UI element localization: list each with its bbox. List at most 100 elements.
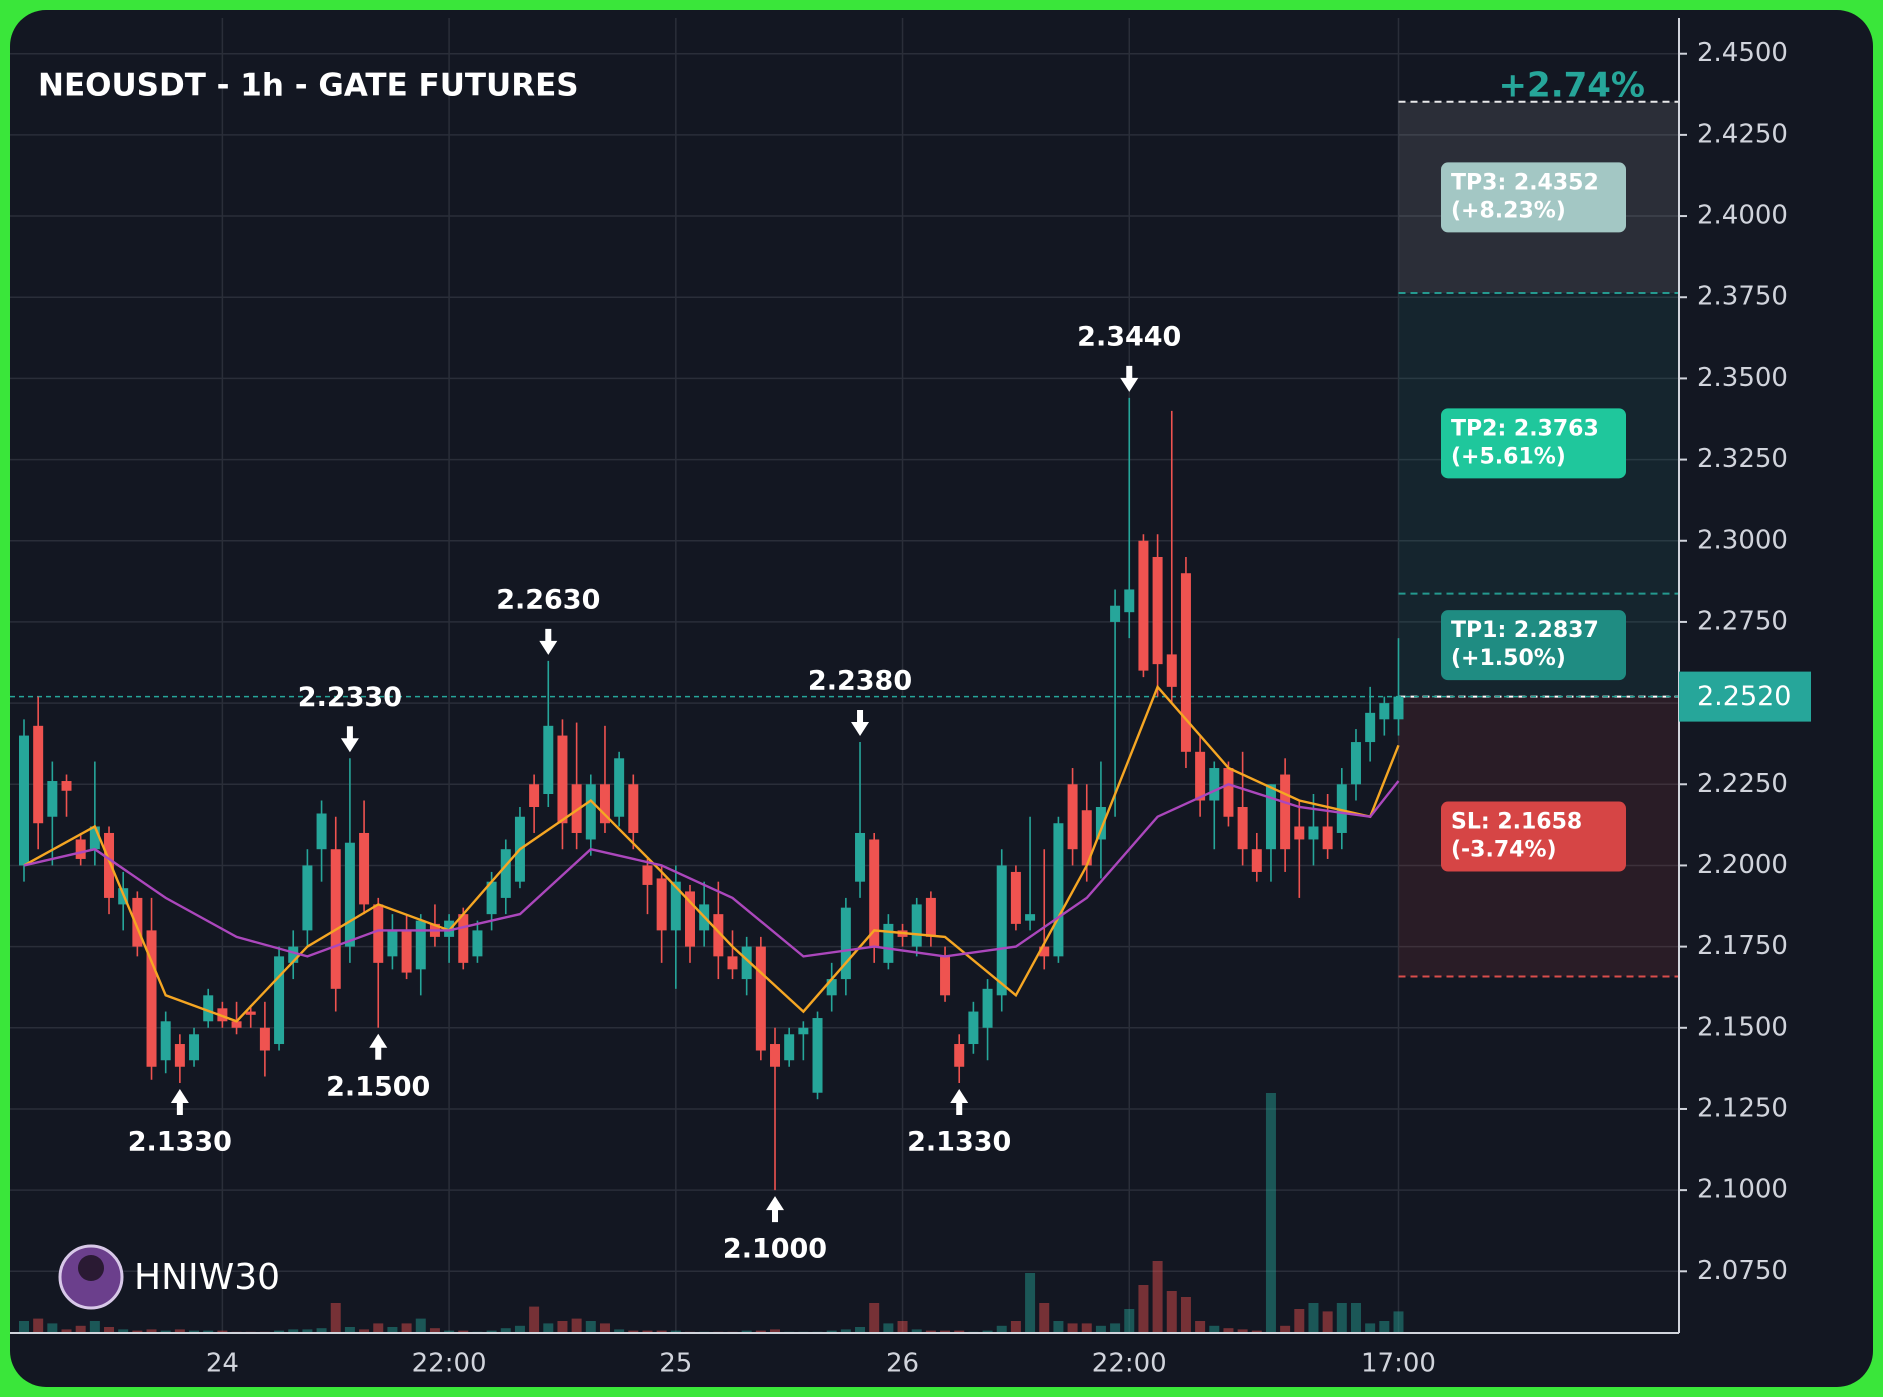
candle-body xyxy=(642,865,653,885)
annotation-label: 2.1500 xyxy=(326,1071,430,1102)
candle-body xyxy=(982,988,993,1028)
candle-body xyxy=(543,725,554,795)
y-tick-label: 2.2000 xyxy=(1697,850,1788,880)
candle-body xyxy=(755,946,766,1051)
level-label: TP2: 2.3763 xyxy=(1451,416,1599,441)
volume-bar xyxy=(401,1323,412,1333)
candle-body xyxy=(1124,589,1135,613)
candle-body xyxy=(529,784,540,807)
candle-body xyxy=(302,865,313,931)
candle-body xyxy=(557,735,568,824)
candle-body xyxy=(784,1034,795,1061)
candle-body xyxy=(500,849,511,898)
annotation-label: 2.3440 xyxy=(1077,321,1181,352)
volume-bar xyxy=(925,1330,936,1333)
volume-bar xyxy=(429,1328,440,1333)
candle-body xyxy=(1336,784,1347,833)
candle-body xyxy=(954,1044,965,1067)
candle-body xyxy=(1237,807,1248,850)
volume-bar xyxy=(203,1330,214,1333)
candle-body xyxy=(826,979,837,996)
candle-body xyxy=(1308,826,1319,840)
level-change: (+8.23%) xyxy=(1451,198,1566,223)
candle-body xyxy=(798,1027,809,1035)
level-change: (+5.61%) xyxy=(1451,444,1566,469)
volume-bar xyxy=(47,1323,58,1333)
volume-bar xyxy=(486,1330,497,1333)
volume-bar xyxy=(1350,1303,1361,1333)
candle-body xyxy=(741,946,752,980)
candle-body xyxy=(883,923,894,963)
x-tick-label: 24 xyxy=(206,1349,239,1379)
volume-bar xyxy=(104,1327,115,1333)
y-tick-label: 2.4500 xyxy=(1697,38,1788,68)
annotation-label: 2.2330 xyxy=(298,682,402,713)
candle-body xyxy=(1209,768,1220,801)
candle-body xyxy=(1322,826,1333,850)
volume-bar xyxy=(911,1329,922,1333)
candle-body xyxy=(203,995,214,1022)
candle-body xyxy=(75,839,86,859)
chart-title: NEOUSDT - 1h - GATE FUTURES xyxy=(38,68,579,104)
candle-body xyxy=(316,813,327,850)
volume-bar xyxy=(33,1318,44,1333)
candle-body xyxy=(628,784,639,833)
candle-body xyxy=(1053,823,1064,957)
y-tick-label: 2.1500 xyxy=(1697,1012,1788,1042)
candle-body xyxy=(486,881,497,915)
watermark: HNIW30 xyxy=(134,1257,280,1298)
volume-bar xyxy=(982,1330,993,1333)
volume-bar xyxy=(1280,1325,1291,1333)
volume-bar xyxy=(217,1330,228,1333)
ma-line xyxy=(23,780,1400,958)
avatar-face xyxy=(78,1255,104,1281)
arrow xyxy=(369,1033,388,1060)
volume-bar xyxy=(1124,1309,1135,1333)
candle-body xyxy=(1280,774,1291,850)
volume-bar xyxy=(954,1330,965,1333)
candle-body xyxy=(1223,768,1234,817)
moving-averages xyxy=(23,684,1400,1023)
candle-body xyxy=(1350,742,1361,785)
annotation-label: 2.1330 xyxy=(128,1126,232,1157)
volume-bar xyxy=(1180,1297,1191,1333)
candle-body xyxy=(1110,605,1121,622)
volume-bar xyxy=(288,1329,299,1333)
volume-bar xyxy=(1265,1093,1276,1333)
candle-body xyxy=(415,920,426,970)
candle-body xyxy=(1294,826,1305,840)
candle-body xyxy=(855,832,866,882)
volume-bar xyxy=(1308,1303,1319,1333)
panel xyxy=(10,10,1873,1387)
volume-bar xyxy=(741,1330,752,1333)
level-change: (-3.74%) xyxy=(1451,838,1557,863)
volume-bar xyxy=(1223,1328,1234,1333)
candle-body xyxy=(1180,573,1191,752)
volume-bar xyxy=(1138,1285,1149,1333)
candle-body xyxy=(89,826,100,850)
volume-bar xyxy=(897,1321,908,1333)
volume-bar xyxy=(1081,1323,1092,1333)
candle-body xyxy=(1251,849,1262,872)
y-tick-label: 2.2250 xyxy=(1697,769,1788,799)
volume xyxy=(19,1093,1404,1333)
x-tick-label: 22:00 xyxy=(412,1349,487,1379)
volume-bar xyxy=(500,1328,511,1333)
candle-body xyxy=(174,1044,185,1067)
arrow xyxy=(539,628,558,655)
candle-body xyxy=(1081,810,1092,866)
candle-body xyxy=(231,1021,242,1028)
candle-body xyxy=(1152,556,1163,665)
candle-body xyxy=(1138,540,1149,671)
annotation-label: 2.2630 xyxy=(496,584,600,615)
y-tick-label: 2.1250 xyxy=(1697,1093,1788,1123)
candle-body xyxy=(614,758,625,817)
volume-bar xyxy=(118,1329,129,1333)
volume-bar xyxy=(1336,1303,1347,1333)
x-tick-label: 26 xyxy=(886,1349,919,1379)
volume-bar xyxy=(599,1323,610,1333)
candle-body xyxy=(812,1018,823,1093)
candle-body xyxy=(146,930,157,1067)
level-box xyxy=(1441,408,1626,479)
arrow xyxy=(170,1088,189,1115)
